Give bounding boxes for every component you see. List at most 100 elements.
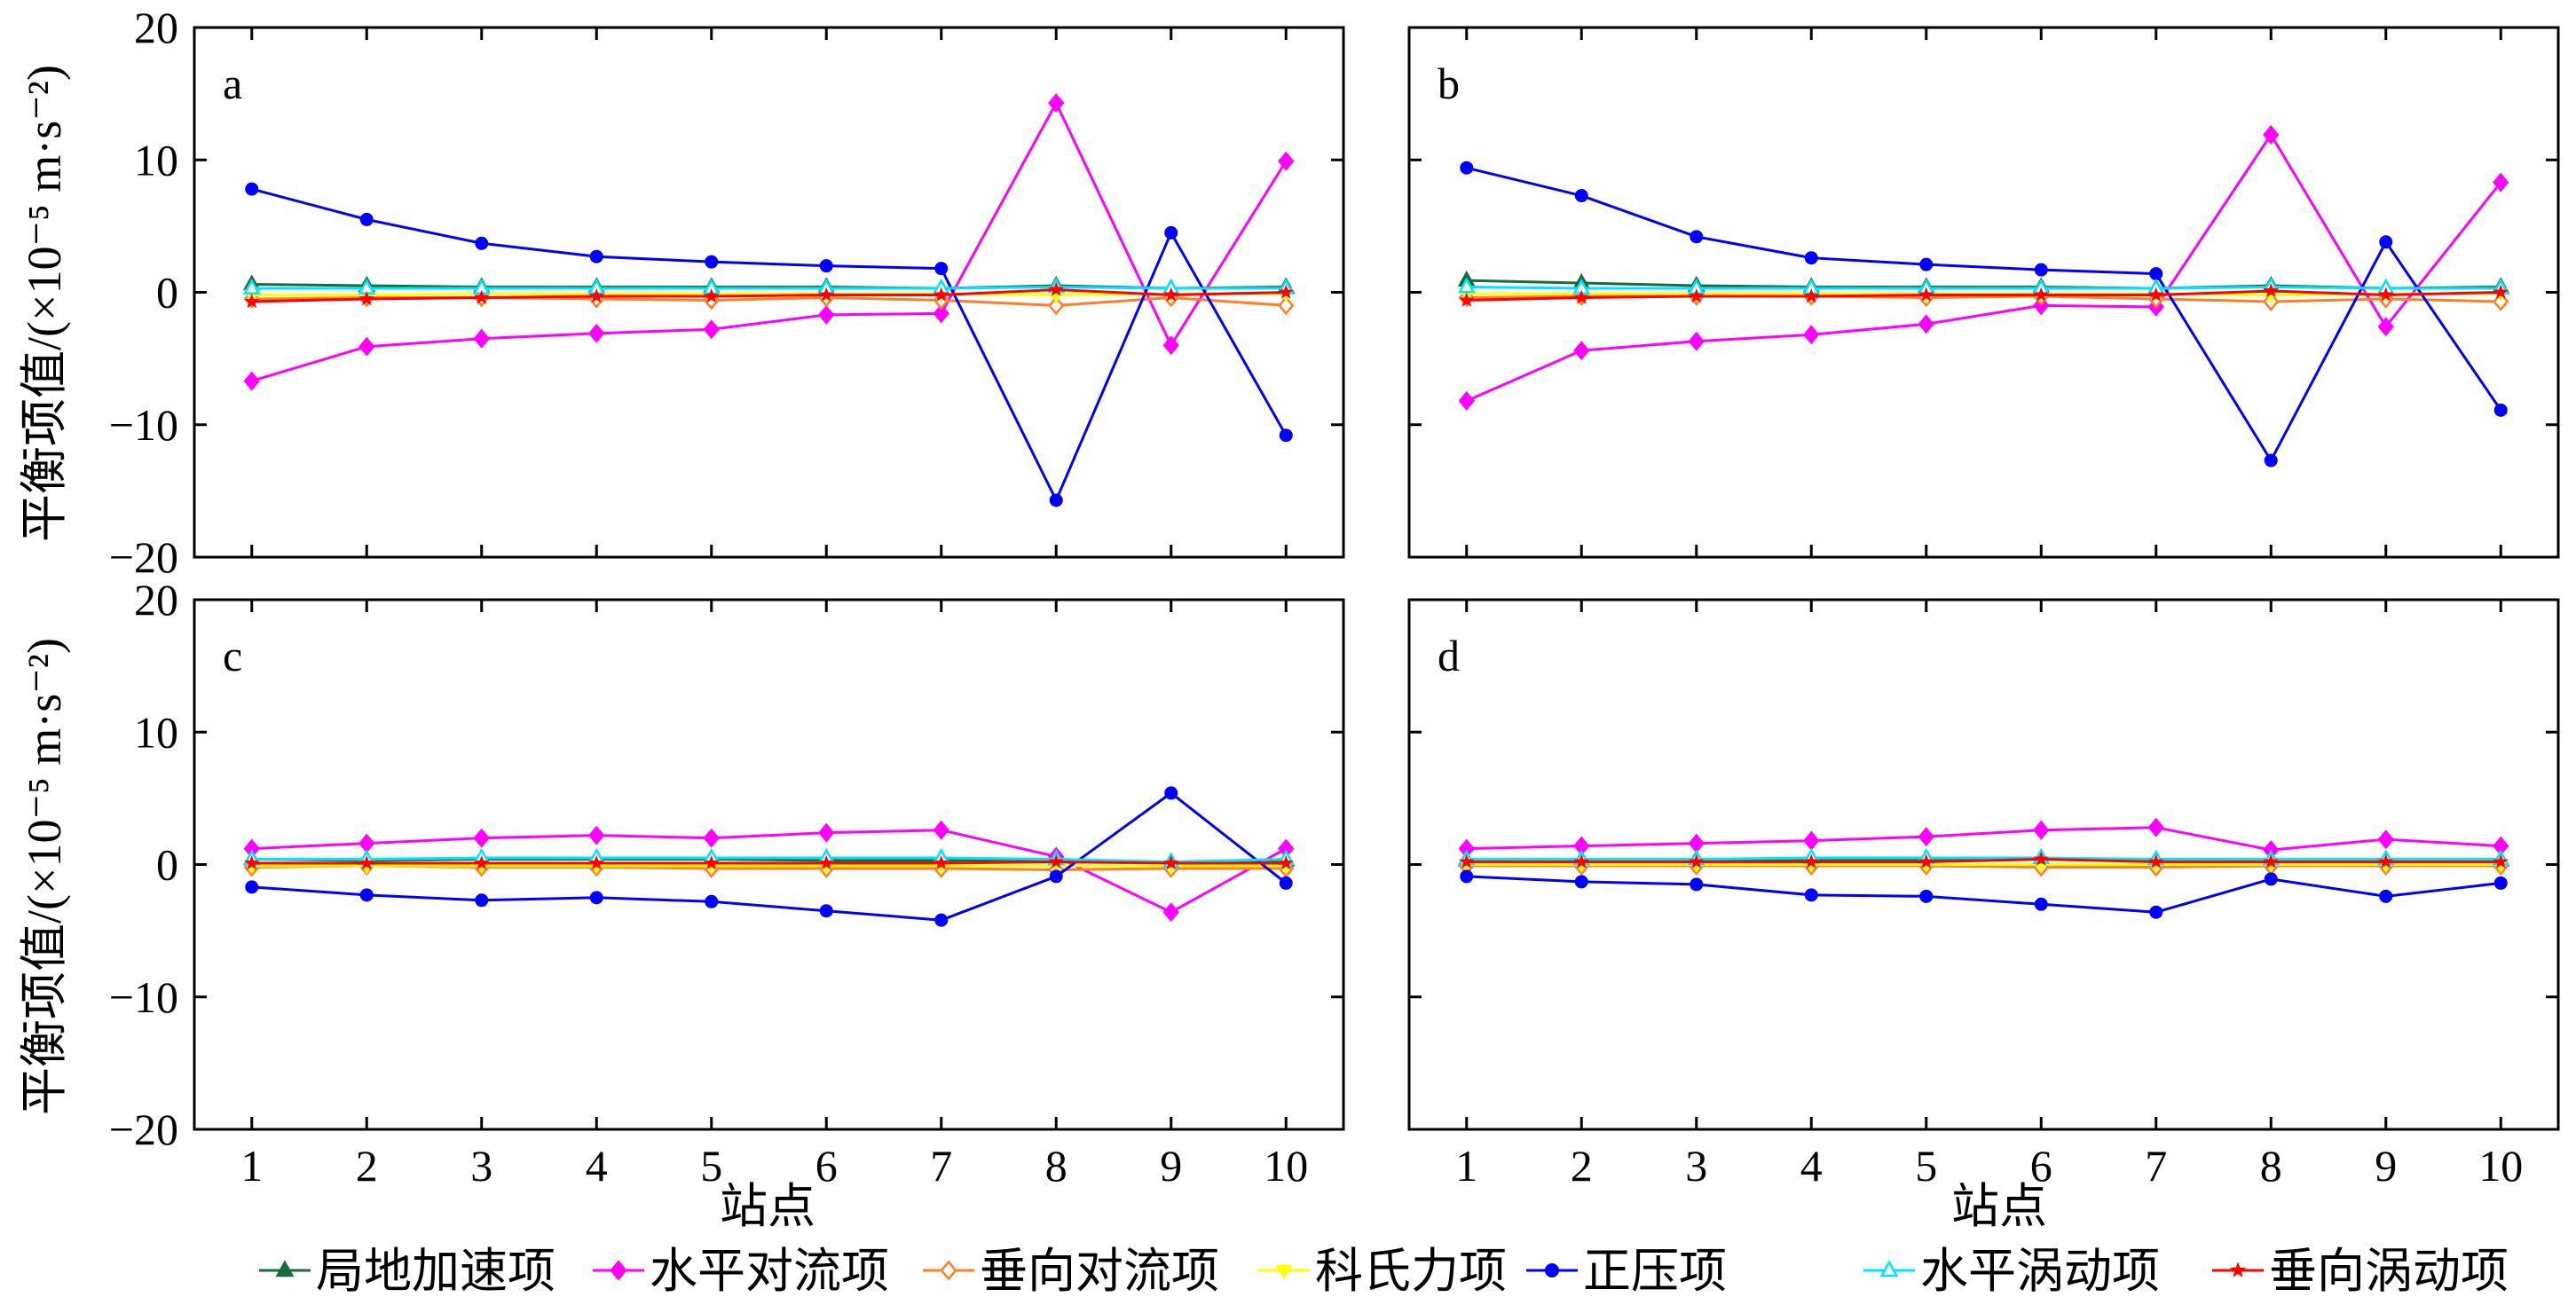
data-point [1162, 902, 1179, 923]
data-point [2033, 287, 2049, 302]
data-point [1049, 869, 1063, 884]
data-point [2147, 817, 2164, 837]
x-tick-label: 5 [1915, 1141, 1937, 1191]
series-line [1466, 856, 2501, 861]
legend-swatch-marker [1545, 1263, 1559, 1277]
series-水平对流项 [1458, 124, 2509, 411]
data-point [1164, 225, 1178, 240]
data-point [934, 287, 949, 302]
data-point [703, 828, 720, 848]
data-point [589, 249, 603, 263]
legend-item: 水平涡动项 [1863, 1245, 2160, 1298]
data-point [1048, 281, 1064, 296]
legend-swatch-marker [1879, 1260, 1899, 1277]
series-line [251, 187, 1288, 504]
panel-label-b: b [1438, 59, 1460, 108]
panel-label-c: c [223, 631, 242, 680]
legend-swatch-marker [2229, 1262, 2247, 1277]
x-tick-label: 10 [1264, 1141, 1308, 1191]
legend-item: 科氏力项 [1258, 1245, 1507, 1298]
series-line [1466, 858, 2501, 864]
panel-b: b [1407, 26, 2560, 559]
series-垂向对流项 [1458, 287, 2509, 311]
data-point [818, 287, 834, 302]
data-point [474, 289, 490, 304]
data-point [2493, 876, 2508, 890]
series-正压项 [1460, 161, 2508, 468]
data-point [243, 371, 260, 391]
y-tick-label: 10 [134, 135, 178, 185]
data-point [2033, 851, 2049, 866]
data-point [2263, 283, 2279, 298]
data-point [245, 182, 259, 196]
data-point [1279, 876, 1293, 890]
series-line [1466, 166, 2502, 464]
legend-label: 垂向涡动项 [2269, 1245, 2509, 1298]
x-tick-label: 1 [240, 1141, 263, 1191]
y-tick-label: 0 [156, 840, 178, 890]
legend: 局地加速项 水平对流项 垂向对流项 科氏力项 正压项 水平涡动项 垂向涡动项 [259, 1245, 2509, 1298]
data-point [704, 855, 720, 870]
legend-label: 局地加速项 [316, 1245, 555, 1298]
x-tick-label: 10 [2478, 1141, 2523, 1191]
data-point [819, 904, 833, 918]
series-line [251, 288, 1287, 303]
series-line [251, 791, 1288, 922]
legend-label: 水平对流项 [650, 1245, 889, 1298]
panel-label-d: d [1438, 631, 1460, 680]
data-point [1919, 257, 1934, 271]
data-point [588, 855, 604, 870]
x-tick-label: 6 [2030, 1141, 2052, 1191]
data-point [358, 290, 374, 306]
data-point [1688, 833, 1705, 853]
data-point [2264, 872, 2278, 886]
legend-swatch-marker [1275, 1264, 1293, 1280]
series-垂向涡动项 [1459, 851, 2509, 869]
panel-a: 20 10 0 −10 −20 a [109, 3, 1345, 582]
y-tick-label: −20 [109, 532, 178, 582]
data-point [359, 888, 374, 902]
x-tick-label: 2 [1571, 1141, 1593, 1191]
data-point [1048, 295, 1065, 316]
data-point [475, 893, 489, 908]
data-point [1690, 877, 1704, 892]
x-tick-label: 3 [1685, 1141, 1707, 1191]
series-line [1466, 864, 2501, 869]
legend-label: 水平涡动项 [1920, 1245, 2160, 1298]
x-tick-label: 2 [356, 1141, 378, 1191]
data-point [2034, 263, 2048, 277]
data-point [475, 236, 489, 250]
legend-swatch-marker [610, 1260, 627, 1281]
series-line [1466, 286, 2501, 290]
y-tick-label: −20 [109, 1105, 178, 1154]
series-line [1466, 132, 2502, 403]
data-point [1803, 830, 1820, 851]
x-tick-label: 5 [700, 1141, 722, 1191]
data-point [1573, 341, 1590, 361]
y-tick-label: 20 [134, 575, 178, 625]
data-point [2264, 453, 2278, 468]
data-point [1804, 888, 1818, 902]
data-point [1918, 287, 1934, 302]
data-point [1278, 284, 1294, 299]
series-正压项 [245, 786, 1293, 927]
data-point [1460, 161, 1474, 175]
data-point [1804, 251, 1818, 265]
data-point [1279, 428, 1293, 443]
data-point [242, 278, 261, 295]
series-局地加速项 [1457, 270, 2510, 295]
data-point [705, 255, 719, 269]
data-point [2493, 172, 2509, 193]
y-tick-label: 0 [156, 268, 178, 318]
y-tick-label: −10 [109, 400, 178, 450]
x-tick-label: 7 [930, 1141, 952, 1191]
data-point [704, 287, 720, 303]
x-tick-label: 4 [1800, 1141, 1823, 1191]
series-line [251, 292, 1287, 296]
data-point [2493, 403, 2508, 417]
data-point [818, 855, 834, 870]
series-line [1466, 826, 2501, 852]
x-axis-label-left: 站点 [720, 1180, 815, 1233]
data-point [1458, 390, 1475, 411]
x-tick-label: 7 [2145, 1141, 2167, 1191]
